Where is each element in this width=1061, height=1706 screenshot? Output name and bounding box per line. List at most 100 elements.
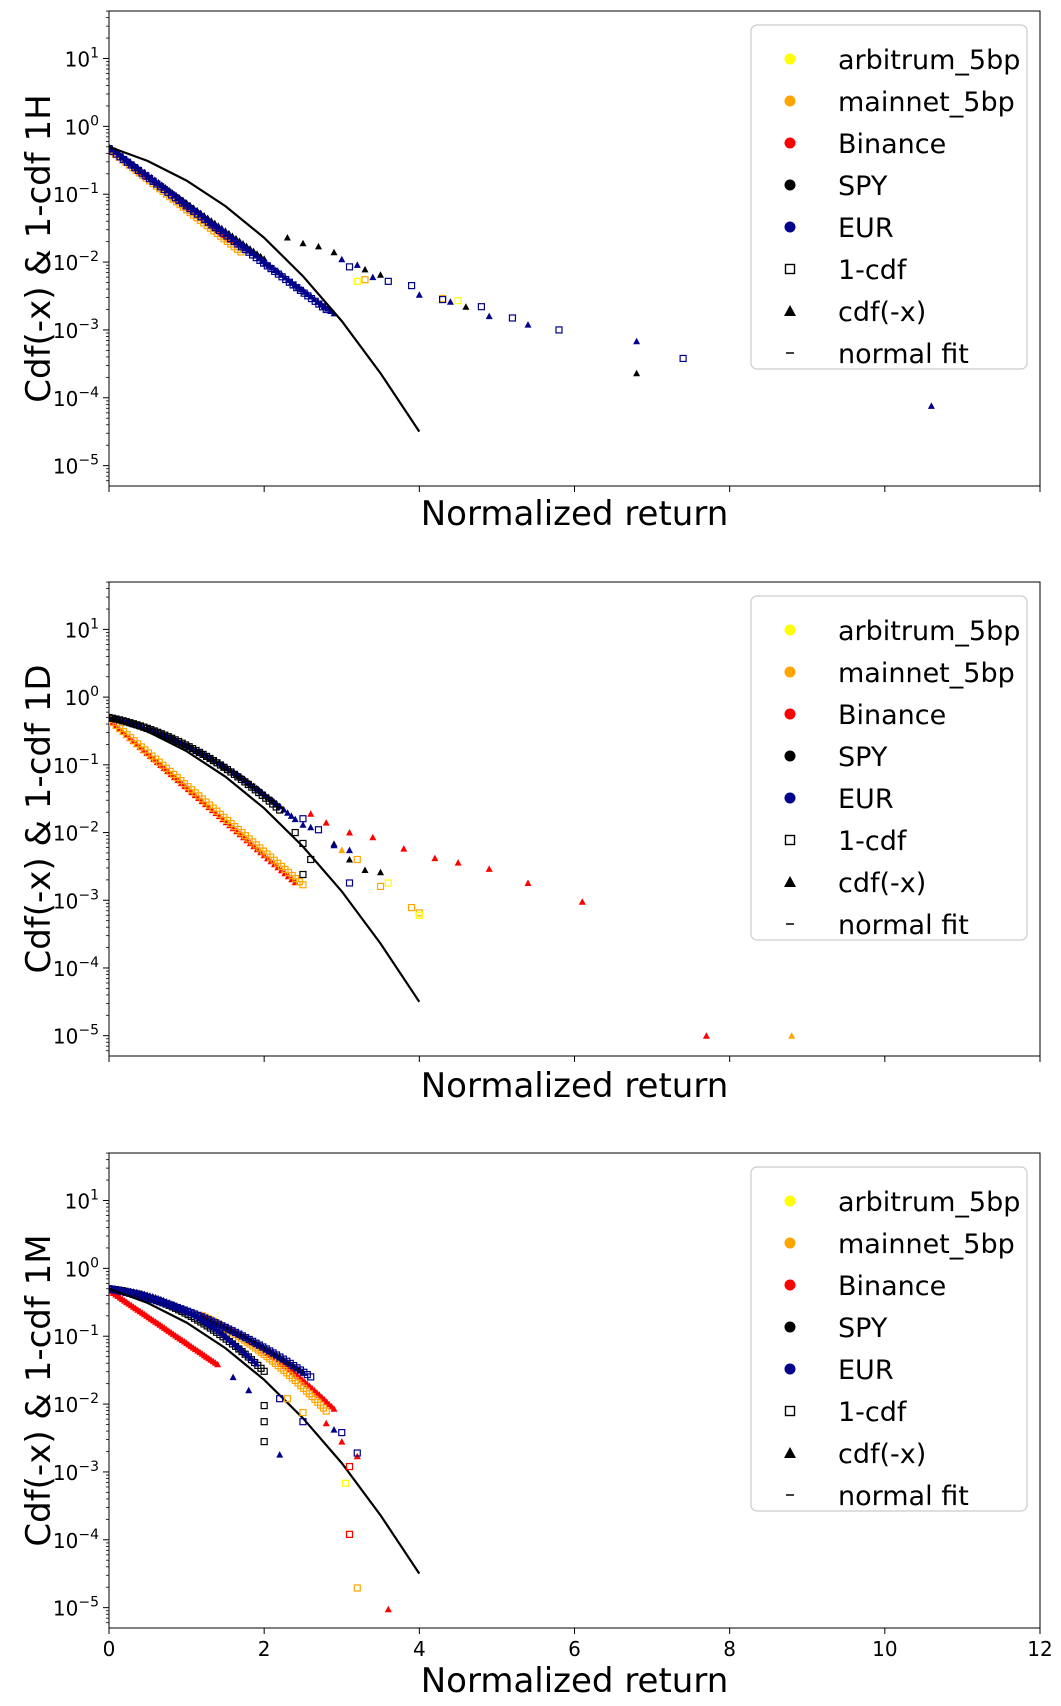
legend: arbitrum_5bp mainnet_5bp Binance SPY EUR 1-cd…: [750, 595, 1028, 941]
legend-marker-dot: [784, 221, 796, 233]
series-point-mainnet_5bp: [376, 882, 385, 891]
legend-marker-dot: [784, 95, 796, 107]
legend-marker-triangle: [784, 876, 796, 887]
legend-label: SPY: [838, 742, 888, 773]
dense-point: [291, 815, 299, 823]
series-point-EUR: [245, 1386, 253, 1394]
series-point-EUR: [369, 273, 377, 281]
series-point-SPY: [260, 1418, 268, 1426]
dense-point: [299, 881, 307, 889]
legend-label: mainnet_5bp: [838, 658, 1015, 689]
legend-label: Binance: [838, 129, 946, 160]
legend-label: arbitrum_5bp: [838, 616, 1020, 647]
dense-point: [322, 305, 330, 314]
series-point-Binance: [345, 1462, 354, 1471]
series-point-EUR: [338, 255, 346, 263]
series-point-Binance: [524, 879, 532, 886]
series-point-EUR: [314, 826, 323, 834]
x-tick-label: 8: [723, 1637, 736, 1661]
series-point-EUR: [307, 823, 315, 831]
y-tick-label: 10−1: [53, 181, 99, 207]
plot-data: [109, 1285, 421, 1613]
series-point-EUR: [415, 291, 423, 298]
legend-label: 1-cdf: [838, 826, 908, 857]
legend-marker-dot: [784, 1279, 796, 1291]
series-point-SPY: [377, 271, 384, 278]
series-point-mainnet_5bp: [415, 909, 423, 917]
legend-marker-triangle: [784, 1447, 796, 1458]
series-point-Binance: [369, 833, 377, 841]
series-point-EUR: [384, 277, 392, 285]
legend-label: SPY: [838, 1313, 888, 1344]
series-point-EUR: [524, 321, 532, 328]
y-tick-label: 100: [65, 684, 99, 710]
series-point-Binance: [431, 854, 439, 862]
legend-label: cdf(-x): [838, 1439, 926, 1470]
x-axis-label: Normalized return: [421, 494, 729, 534]
normal-fit-line: [109, 1287, 421, 1575]
y-tick-label: 100: [65, 1255, 99, 1281]
y-tick-label: 10−4: [53, 1527, 99, 1553]
legend: arbitrum_5bp mainnet_5bp Binance SPY EUR 1-cd…: [750, 24, 1028, 370]
y-tick-label: 10−5: [53, 1595, 99, 1621]
y-tick-label: 101: [65, 616, 99, 642]
dense-point: [252, 1360, 260, 1367]
series-point-EUR: [485, 312, 493, 320]
series-point-mainnet_5bp: [353, 1584, 361, 1592]
series-point-EUR: [446, 298, 454, 305]
series-point-SPY: [299, 839, 307, 848]
legend-label: cdf(-x): [838, 297, 926, 328]
legend-box: [750, 24, 1028, 370]
y-tick-label: 10−3: [53, 1459, 99, 1485]
legend-label: normal fit: [838, 339, 969, 370]
legend-label: SPY: [838, 171, 888, 202]
series-point-SPY: [260, 1401, 268, 1410]
series-point-EUR: [353, 1449, 361, 1457]
y-tick-label: 10−2: [53, 249, 99, 275]
series-point-SPY: [283, 234, 291, 241]
legend-label: EUR: [838, 1355, 894, 1386]
series-point-mainnet_5bp: [299, 1408, 307, 1417]
legend-label: 1-cdf: [838, 255, 908, 286]
legend-marker-dot: [784, 1195, 796, 1207]
legend-marker-dot: [784, 1237, 796, 1249]
x-tick-label: 10: [872, 1637, 897, 1661]
x-axis-label: Normalized return: [421, 1661, 729, 1701]
legend-label: EUR: [838, 784, 894, 815]
y-tick-label: 10−2: [53, 820, 99, 846]
series-point-EUR: [508, 314, 517, 322]
y-tick-label: 10−3: [53, 887, 99, 913]
series-point-EUR: [229, 1373, 237, 1381]
series-point-mainnet_5bp: [283, 1395, 292, 1403]
series-point-mainnet_5bp: [353, 855, 361, 864]
legend-marker-square: [784, 263, 796, 275]
series-point-SPY: [291, 828, 299, 837]
dense-point: [284, 809, 292, 816]
series-point-arbitrum_5bp: [384, 879, 392, 887]
y-tick-label: 10−4: [53, 955, 99, 981]
series-point-EUR: [439, 295, 447, 304]
y-tick-label: 10−1: [53, 1323, 99, 1349]
series-point-SPY: [299, 239, 307, 247]
legend-marker-dot: [784, 53, 796, 65]
chart-panel-1: 101 100 10−1 10−2 10−3 10−4 10−5 Normalized ret…: [19, 10, 1041, 534]
series-point-EUR: [555, 326, 563, 334]
series-point-EUR: [330, 1426, 338, 1433]
legend-label: Binance: [838, 700, 946, 731]
legend-marker-dot: [784, 1321, 796, 1333]
series-point-EUR: [353, 261, 361, 268]
series-point-Binance: [338, 1438, 346, 1445]
y-tick-label: 10−5: [53, 1023, 99, 1049]
series-point-Binance: [345, 1530, 354, 1539]
dense-point: [260, 1367, 268, 1375]
dense-point: [276, 802, 284, 810]
series-point-SPY: [315, 242, 322, 250]
series-point-EUR: [345, 879, 354, 887]
dense-point: [281, 869, 289, 877]
dense-point: [287, 812, 295, 819]
series-point-EUR: [299, 1418, 307, 1426]
legend-marker-dot: [784, 750, 796, 762]
x-tick-label: 4: [413, 1637, 426, 1661]
y-tick-label: 10−1: [53, 752, 99, 778]
series-point-Binance: [322, 819, 330, 826]
